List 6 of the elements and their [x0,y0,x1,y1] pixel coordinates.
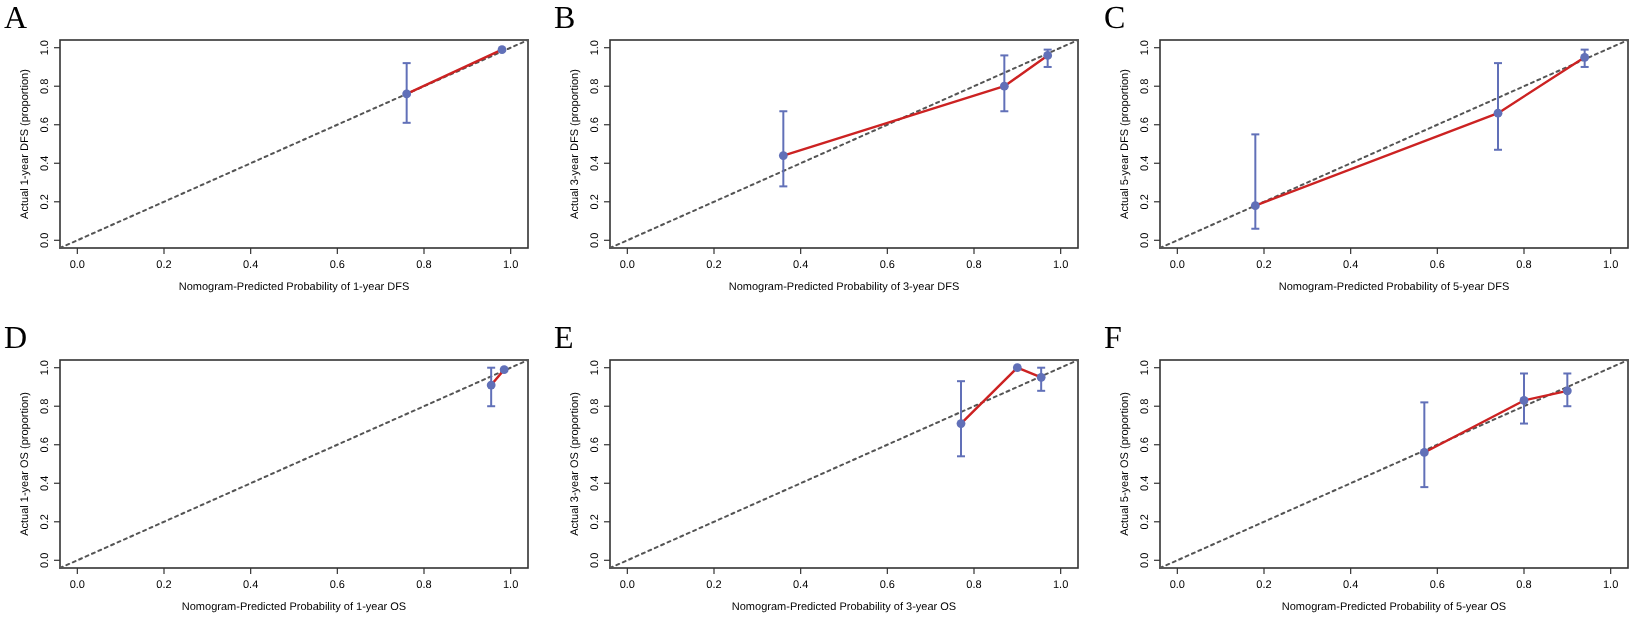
chart-title: C [1104,2,1126,36]
chart-title: D [4,322,28,356]
chart-title: A [4,2,28,36]
chart-title: E [554,322,574,356]
chart-title: B [554,2,576,36]
chart-title: F [1104,322,1122,356]
